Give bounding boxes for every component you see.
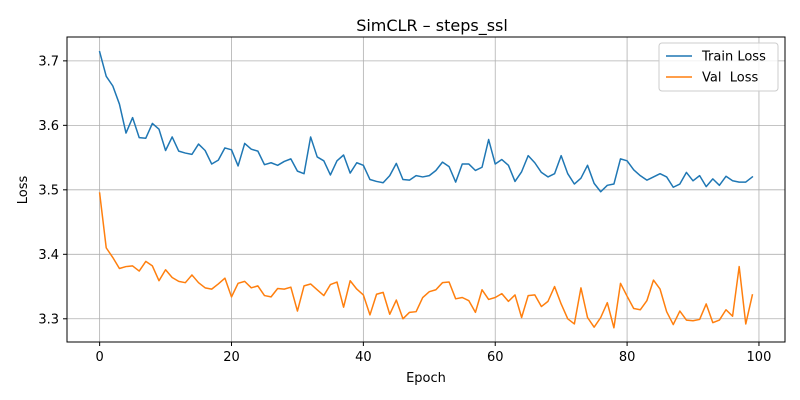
x-tick-label: 80: [619, 350, 636, 365]
ticks: 0 20 40 60 80 100 3.3 3.4 3.5 3.6 3.7: [38, 54, 771, 365]
series-layer: [98, 50, 754, 329]
legend-label-train-loss: Train Loss: [701, 50, 766, 65]
y-axis-label: Loss: [16, 176, 31, 205]
x-tick-label: 60: [487, 350, 504, 365]
y-tick-label: 3.3: [38, 312, 59, 327]
x-tick-label: 100: [747, 350, 772, 365]
legend-box: [658, 42, 779, 92]
x-tick-label: 0: [95, 350, 103, 365]
y-tick-label: 3.4: [38, 248, 59, 263]
legend: Train Loss Val Loss: [658, 42, 779, 92]
legend-label-val-loss: Val Loss: [702, 71, 758, 86]
series-line-train-loss: [98, 50, 754, 193]
y-tick-label: 3.6: [38, 119, 59, 134]
series-line-val-loss: [98, 192, 754, 329]
y-tick-label: 3.7: [38, 54, 59, 69]
y-tick-label: 3.5: [38, 183, 59, 198]
chart-title: SimCLR – steps_ssl: [356, 16, 508, 36]
x-tick-label: 20: [223, 350, 240, 365]
x-axis-label: Epoch: [406, 371, 446, 386]
x-tick-label: 40: [355, 350, 372, 365]
